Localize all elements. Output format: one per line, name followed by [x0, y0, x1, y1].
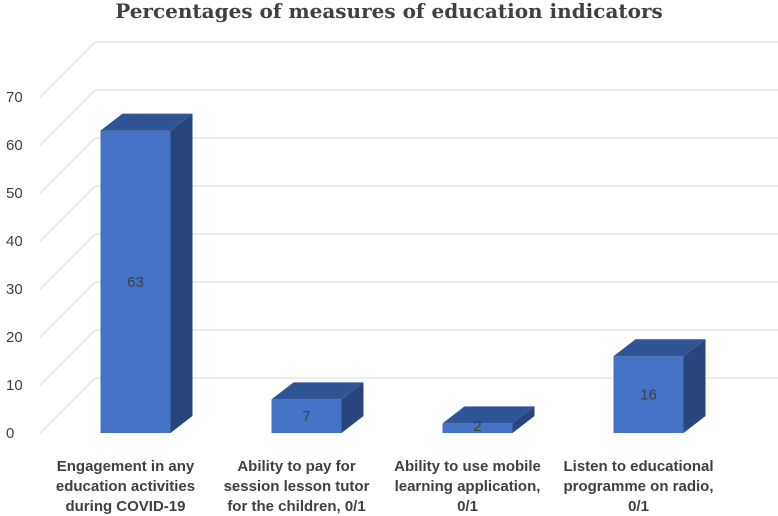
bar — [613, 339, 706, 433]
data-label: 63 — [127, 274, 144, 291]
bar-top — [442, 406, 535, 424]
bar-side — [512, 406, 535, 433]
gridline — [39, 329, 778, 386]
y-tick-label: 10 — [6, 377, 23, 394]
x-category-line: during COVID-19 — [65, 498, 185, 515]
x-category-label: Listen to educational programme on radio,… — [563, 458, 713, 515]
bar-side — [170, 113, 193, 433]
x-category-line: learning application, — [395, 478, 541, 495]
gridlines — [39, 41, 778, 434]
data-label: 2 — [473, 418, 481, 435]
x-category-line: session lesson tutor — [224, 478, 370, 495]
bar-top — [100, 113, 193, 131]
bar-front — [100, 130, 171, 433]
x-category-line: for the children, 0/1 — [227, 498, 365, 515]
x-category-line: education activities — [56, 478, 195, 495]
bar-top — [271, 382, 364, 400]
x-category-line: Ability to use mobile — [394, 458, 541, 475]
bar-side — [341, 382, 364, 433]
data-label: 7 — [302, 408, 310, 425]
y-tick-label: 60 — [6, 137, 23, 154]
x-category-label: Ability to pay for session lesson tutor fo… — [224, 458, 370, 515]
bar-front — [613, 356, 684, 433]
x-category-line: Ability to pay for — [237, 458, 356, 475]
y-tick-label: 70 — [6, 89, 23, 106]
x-category-line: programme on radio, — [563, 478, 713, 495]
gridline — [39, 281, 778, 338]
y-tick-label: 0 — [6, 425, 14, 442]
y-tick-label: 40 — [6, 233, 23, 250]
bar-side — [683, 339, 706, 433]
x-category-label: Ability to use mobile learning applicatio… — [394, 458, 541, 515]
data-label: 16 — [640, 387, 657, 404]
bar-front — [442, 423, 513, 433]
x-axis-categories: Engagement in any education activities dur… — [56, 458, 714, 515]
bar — [442, 406, 535, 433]
x-category-line: 0/1 — [457, 498, 478, 515]
y-tick-label: 30 — [6, 281, 23, 298]
data-labels: 63 7 2 16 — [127, 274, 657, 435]
bar — [271, 382, 364, 433]
x-category-label: Engagement in any education activities dur… — [56, 458, 195, 515]
y-tick-label: 20 — [6, 329, 23, 346]
y-axis-ticks: 0 10 20 30 40 50 60 70 — [6, 89, 23, 442]
bar-front — [271, 399, 342, 433]
gridline — [39, 185, 778, 242]
bar — [100, 113, 193, 433]
x-category-line: Listen to educational — [563, 458, 713, 475]
gridline — [39, 137, 778, 194]
bar-top — [613, 339, 706, 357]
bars — [100, 113, 706, 433]
x-category-line: Engagement in any — [57, 458, 195, 475]
y-tick-label: 50 — [6, 185, 23, 202]
x-category-line: 0/1 — [628, 498, 649, 515]
gridline — [39, 41, 778, 98]
chart-title: Percentages of measures of education ind… — [115, 0, 663, 23]
gridline — [39, 233, 778, 290]
gridline — [39, 89, 778, 146]
